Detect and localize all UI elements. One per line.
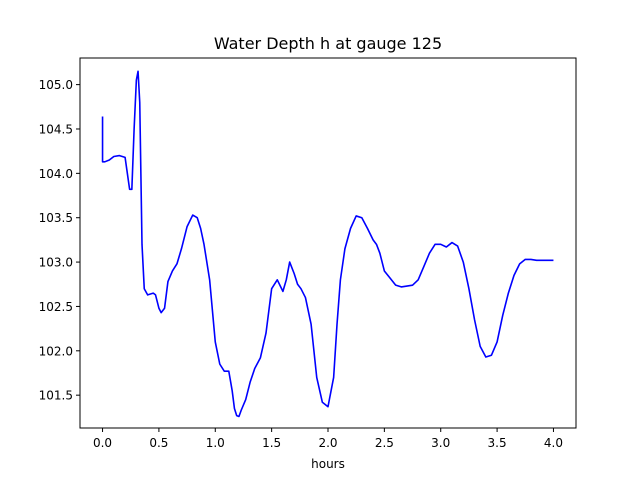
series-line-water-depth: [101, 70, 554, 418]
x-axis-label: hours: [311, 457, 345, 471]
x-tick-label: 1.0: [206, 436, 225, 450]
y-tick-label: 102.0: [39, 344, 73, 358]
x-tick-label: 4.0: [544, 436, 563, 450]
x-tick-label: 2.0: [318, 436, 337, 450]
x-tick-label: 3.0: [431, 436, 450, 450]
y-tick-label: 101.5: [39, 389, 73, 403]
y-tick-label: 104.5: [39, 122, 73, 136]
axes-frame: [79, 57, 577, 429]
x-tick-label: 0.0: [93, 436, 112, 450]
y-tick-label: 103.0: [39, 256, 73, 270]
y-axis-ticks: 101.5 102.0 102.5 103.0 103.5 104.0 104.5 105.0: [39, 78, 80, 403]
x-tick-label: 0.5: [149, 436, 168, 450]
plot-area: [101, 70, 554, 418]
x-tick-label: 1.5: [262, 436, 281, 450]
x-axis-ticks: 0.0 0.5 1.0 1.5 2.0 2.5 3.0 3.5 4.0: [93, 428, 563, 450]
y-tick-label: 104.0: [39, 167, 73, 181]
x-tick-label: 3.5: [488, 436, 507, 450]
x-tick-label: 2.5: [375, 436, 394, 450]
y-tick-label: 103.5: [39, 211, 73, 225]
y-tick-label: 105.0: [39, 78, 73, 92]
chart-title: Water Depth h at gauge 125: [214, 34, 442, 53]
y-tick-label: 102.5: [39, 300, 73, 314]
